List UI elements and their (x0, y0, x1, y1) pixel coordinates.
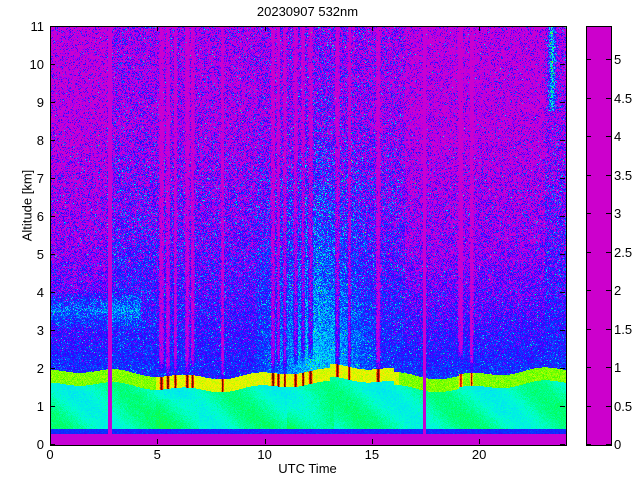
colorbar-tick-label: 0.5 (614, 398, 633, 414)
colorbar-tick-label: 4.5 (614, 90, 633, 106)
page-title: 20230907 532nm (256, 4, 359, 19)
colorbar-tick-label: 2.5 (614, 244, 633, 260)
colorbar-tick-mark-right (606, 444, 611, 445)
colorbar-tick-label: 0 (614, 437, 622, 452)
colorbar (586, 26, 612, 446)
x-tick-label: 20 (471, 447, 487, 462)
y-tick-mark (50, 444, 55, 445)
y-tick-label: 8 (36, 133, 44, 148)
y-tick-label: 5 (36, 247, 44, 262)
y-tick-mark-right (560, 292, 565, 293)
x-tick-mark (157, 439, 159, 444)
y-axis-label: Altitude [km] (19, 169, 35, 242)
colorbar-tick-mark (586, 405, 591, 407)
colorbar-tick-mark (586, 136, 591, 138)
colorbar-tick-label: 3.5 (614, 167, 633, 183)
colorbar-tick-mark (586, 59, 591, 61)
y-tick-mark-right (560, 216, 565, 217)
y-tick-mark (50, 368, 55, 369)
x-axis-tick-labels: 0 5 10 15 20 (46, 447, 565, 465)
colorbar-tick-mark (586, 290, 591, 292)
x-tick-mark (371, 439, 373, 444)
y-tick-mark (50, 254, 55, 255)
y-tick-mark-right (560, 406, 565, 407)
y-tick-label: 2 (36, 361, 44, 376)
x-tick-mark-top (157, 26, 159, 31)
colorbar-tick-mark-right (606, 328, 611, 330)
colorbar-tick-mark-right (606, 97, 611, 99)
x-tick-mark-top (479, 26, 481, 31)
x-tick-mark-top (50, 26, 51, 31)
colorbar-tick-mark (586, 174, 591, 176)
colorbar-tick-label: 3 (614, 206, 622, 222)
colorbar-tick-mark-right (606, 136, 611, 138)
y-axis-tick-labels: 0 1 2 3 4 5 6 7 8 9 10 11 (10, 20, 44, 451)
y-tick-mark-right (560, 368, 565, 369)
y-tick-mark (50, 406, 55, 407)
y-tick-label: 9 (36, 95, 44, 110)
y-tick-label: 11 (30, 19, 45, 34)
x-tick-mark (50, 439, 51, 444)
colorbar-tick-mark-right (606, 59, 611, 61)
y-tick-mark (50, 216, 55, 217)
y-tick-mark-right (560, 178, 565, 179)
x-tick-label: 5 (153, 447, 161, 462)
colorbar-tick-mark-right (606, 213, 611, 215)
y-tick-mark-right (560, 254, 565, 255)
colorbar-tick-mark (586, 444, 591, 445)
plot-axes (50, 26, 567, 446)
colorbar-tick-mark (586, 328, 591, 330)
y-tick-mark (50, 26, 55, 27)
y-tick-mark-right (560, 140, 565, 141)
y-tick-label: 6 (36, 209, 44, 224)
colorbar-tick-mark (586, 251, 591, 253)
x-tick-label: 0 (46, 447, 54, 462)
colorbar-tick-label: 4 (614, 129, 622, 145)
colorbar-tick-mark (586, 367, 591, 369)
colorbar-tick-label: 5 (614, 52, 622, 68)
y-tick-label: 1 (36, 399, 44, 414)
heatmap-canvas (51, 27, 566, 445)
x-tick-label: 15 (364, 447, 380, 462)
y-tick-mark (50, 292, 55, 293)
y-tick-label: 3 (36, 323, 44, 338)
x-tick-label: 10 (257, 447, 272, 462)
colorbar-tick-mark-right (606, 174, 611, 176)
colorbar-tick-mark-right (606, 290, 611, 292)
colorbar-tick-label: 1.5 (614, 321, 633, 337)
colorbar-tick-mark-right (606, 405, 611, 407)
colorbar-tick-mark (586, 97, 591, 99)
y-tick-mark-right (560, 330, 565, 331)
y-tick-mark (50, 140, 55, 141)
y-tick-mark-right (560, 26, 565, 27)
y-tick-mark (50, 64, 55, 65)
colorbar-gradient (587, 27, 611, 445)
y-tick-label: 0 (36, 437, 44, 452)
colorbar-tick-mark (586, 213, 591, 215)
colorbar-tick-label: 2 (614, 283, 622, 299)
x-tick-mark-top (371, 26, 373, 31)
colorbar-tick-label: 1 (614, 360, 622, 376)
y-tick-mark (50, 178, 55, 179)
x-axis-label: UTC Time (278, 461, 337, 476)
y-tick-mark-right (560, 64, 565, 65)
x-tick-mark (264, 439, 266, 444)
x-tick-mark (479, 439, 481, 444)
y-tick-mark-right (560, 444, 565, 445)
y-tick-mark-right (560, 102, 565, 103)
x-tick-mark-top (264, 26, 266, 31)
colorbar-tick-mark-right (606, 367, 611, 369)
y-tick-mark (50, 330, 55, 331)
y-tick-label: 7 (36, 171, 44, 186)
colorbar-tick-mark-right (606, 251, 611, 253)
y-tick-mark (50, 102, 55, 103)
y-tick-label: 10 (29, 57, 44, 72)
y-tick-label: 4 (36, 285, 44, 300)
